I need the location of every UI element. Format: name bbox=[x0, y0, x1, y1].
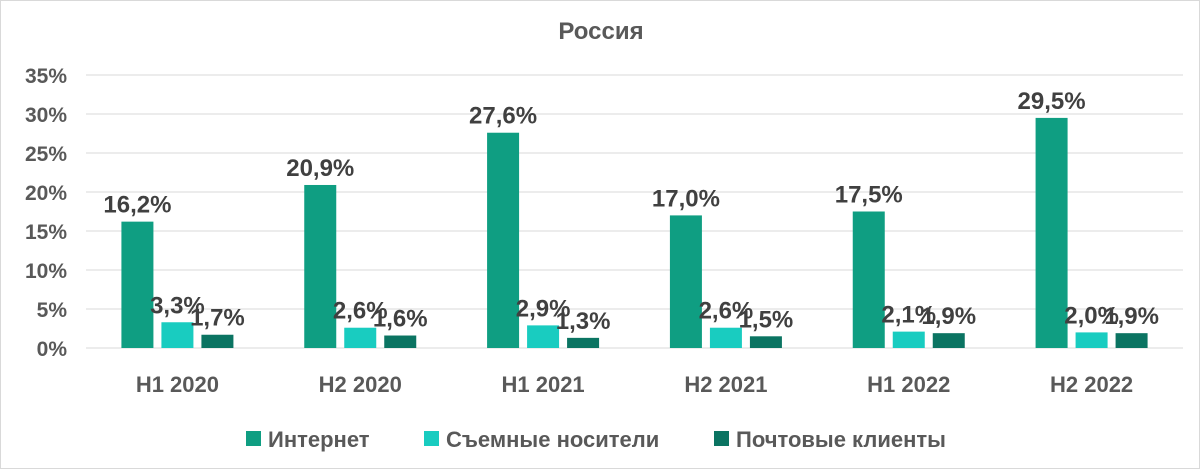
legend-swatch bbox=[246, 431, 261, 446]
y-tick-label: 30% bbox=[25, 104, 67, 127]
legend-label: Съемные носители bbox=[446, 427, 659, 452]
bar bbox=[487, 132, 520, 348]
x-tick-label: H1 2020 bbox=[136, 372, 219, 397]
bar bbox=[932, 333, 965, 348]
data-label: 1,9% bbox=[1104, 303, 1159, 330]
legend-item: Интернет bbox=[246, 427, 370, 452]
data-label: 1,5% bbox=[739, 306, 794, 333]
data-label: 17,5% bbox=[835, 182, 903, 209]
legend-label: Интернет bbox=[268, 427, 370, 452]
data-labels: 16,2%3,3%1,7%20,9%2,6%1,6%27,6%2,9%1,3%1… bbox=[103, 88, 1159, 335]
y-tick-label: 20% bbox=[25, 182, 67, 205]
x-tick-label: H2 2020 bbox=[319, 372, 402, 397]
data-label: 1,9% bbox=[921, 303, 976, 330]
data-label: 20,9% bbox=[286, 155, 354, 182]
bar bbox=[1115, 333, 1148, 348]
data-label: 2,6% bbox=[699, 298, 754, 325]
bar bbox=[121, 221, 154, 348]
bar bbox=[852, 211, 885, 348]
data-label: 1,3% bbox=[556, 308, 611, 335]
y-tick-label: 25% bbox=[25, 143, 67, 166]
legend-label: Почтовые клиенты bbox=[736, 427, 946, 452]
data-label: 27,6% bbox=[469, 103, 537, 130]
data-label: 2,1% bbox=[881, 302, 936, 329]
data-label: 1,7% bbox=[190, 305, 245, 332]
bar bbox=[527, 325, 560, 348]
bar bbox=[384, 335, 417, 348]
y-tick-label: 15% bbox=[25, 221, 67, 244]
bar bbox=[709, 327, 742, 348]
legend-swatch bbox=[714, 431, 729, 446]
bar bbox=[201, 334, 234, 348]
y-axis-ticks: 0% 5% 10% 15% 20% 25% 30% 35% bbox=[25, 65, 67, 361]
bar bbox=[749, 336, 782, 348]
bar bbox=[892, 331, 925, 348]
data-label: 16,2% bbox=[103, 192, 171, 219]
data-label: 1,6% bbox=[373, 306, 428, 333]
gridlines bbox=[86, 74, 1183, 349]
bar bbox=[1035, 117, 1068, 349]
bar bbox=[344, 327, 377, 348]
x-tick-label: H1 2021 bbox=[501, 372, 584, 397]
y-tick-label: 35% bbox=[25, 65, 67, 88]
legend: Интернет Съемные носители Почтовые клиенты bbox=[246, 427, 946, 452]
data-label: 3,3% bbox=[150, 292, 205, 319]
data-label: 2,9% bbox=[516, 295, 571, 322]
bar bbox=[304, 184, 337, 348]
legend-item: Почтовые клиенты bbox=[714, 427, 946, 452]
y-tick-label: 10% bbox=[25, 260, 67, 283]
data-label: 29,5% bbox=[1018, 88, 1086, 115]
legend-item: Съемные носители bbox=[424, 427, 659, 452]
legend-swatch bbox=[424, 431, 439, 446]
y-tick-label: 5% bbox=[37, 299, 68, 322]
x-tick-label: H2 2021 bbox=[684, 372, 767, 397]
x-tick-label: H2 2022 bbox=[1050, 372, 1133, 397]
data-label: 2,0% bbox=[1064, 302, 1119, 329]
bar bbox=[1075, 332, 1108, 348]
chart-title: Россия bbox=[558, 18, 643, 45]
data-label: 17,0% bbox=[652, 185, 720, 212]
x-tick-label: H1 2022 bbox=[867, 372, 950, 397]
y-tick-label: 0% bbox=[37, 338, 68, 361]
bar bbox=[161, 322, 194, 348]
bar bbox=[567, 337, 600, 348]
x-axis-ticks: H1 2020 H2 2020 H1 2021 H2 2021 H1 2022 H2 20… bbox=[136, 372, 1133, 397]
bars bbox=[121, 117, 1148, 349]
data-label: 2,6% bbox=[333, 298, 388, 325]
bar bbox=[669, 215, 702, 348]
